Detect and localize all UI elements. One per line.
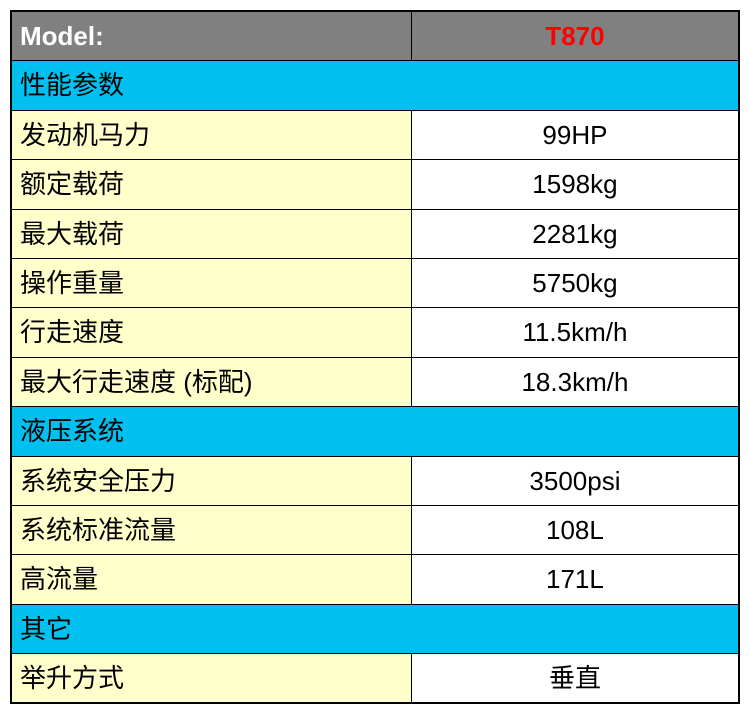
row-value: 5750kg: [411, 258, 739, 307]
row-label: 高流量: [11, 555, 411, 604]
row-label: 系统安全压力: [11, 456, 411, 505]
row-value: 2281kg: [411, 209, 739, 258]
row-value: 171L: [411, 555, 739, 604]
table-row: 举升方式垂直: [11, 654, 739, 704]
row-value: 18.3km/h: [411, 357, 739, 406]
row-label: 最大载荷: [11, 209, 411, 258]
section-row: 其它: [11, 604, 739, 653]
table-row: 行走速度11.5km/h: [11, 308, 739, 357]
row-value: 99HP: [411, 110, 739, 159]
section-title: 性能参数: [11, 61, 739, 110]
section-row: 性能参数: [11, 61, 739, 110]
row-value: 垂直: [411, 654, 739, 704]
row-label: 额定载荷: [11, 160, 411, 209]
header-row: Model: T870: [11, 11, 739, 61]
header-value-cell: T870: [411, 11, 739, 61]
spec-table: Model: T870 性能参数发动机马力99HP额定载荷1598kg最大载荷2…: [10, 10, 740, 704]
table-row: 系统安全压力3500psi: [11, 456, 739, 505]
table-row: 系统标准流量108L: [11, 505, 739, 554]
row-value: 108L: [411, 505, 739, 554]
row-value: 1598kg: [411, 160, 739, 209]
row-label: 发动机马力: [11, 110, 411, 159]
spec-table-body: Model: T870 性能参数发动机马力99HP额定载荷1598kg最大载荷2…: [11, 11, 739, 703]
row-value: 3500psi: [411, 456, 739, 505]
table-row: 发动机马力99HP: [11, 110, 739, 159]
row-label: 举升方式: [11, 654, 411, 704]
row-label: 系统标准流量: [11, 505, 411, 554]
section-title: 其它: [11, 604, 739, 653]
section-row: 液压系统: [11, 407, 739, 456]
row-value: 11.5km/h: [411, 308, 739, 357]
table-row: 高流量171L: [11, 555, 739, 604]
table-row: 操作重量5750kg: [11, 258, 739, 307]
table-row: 最大载荷2281kg: [11, 209, 739, 258]
header-label-cell: Model:: [11, 11, 411, 61]
table-row: 最大行走速度 (标配)18.3km/h: [11, 357, 739, 406]
row-label: 最大行走速度 (标配): [11, 357, 411, 406]
row-label: 操作重量: [11, 258, 411, 307]
section-title: 液压系统: [11, 407, 739, 456]
row-label: 行走速度: [11, 308, 411, 357]
table-row: 额定载荷1598kg: [11, 160, 739, 209]
